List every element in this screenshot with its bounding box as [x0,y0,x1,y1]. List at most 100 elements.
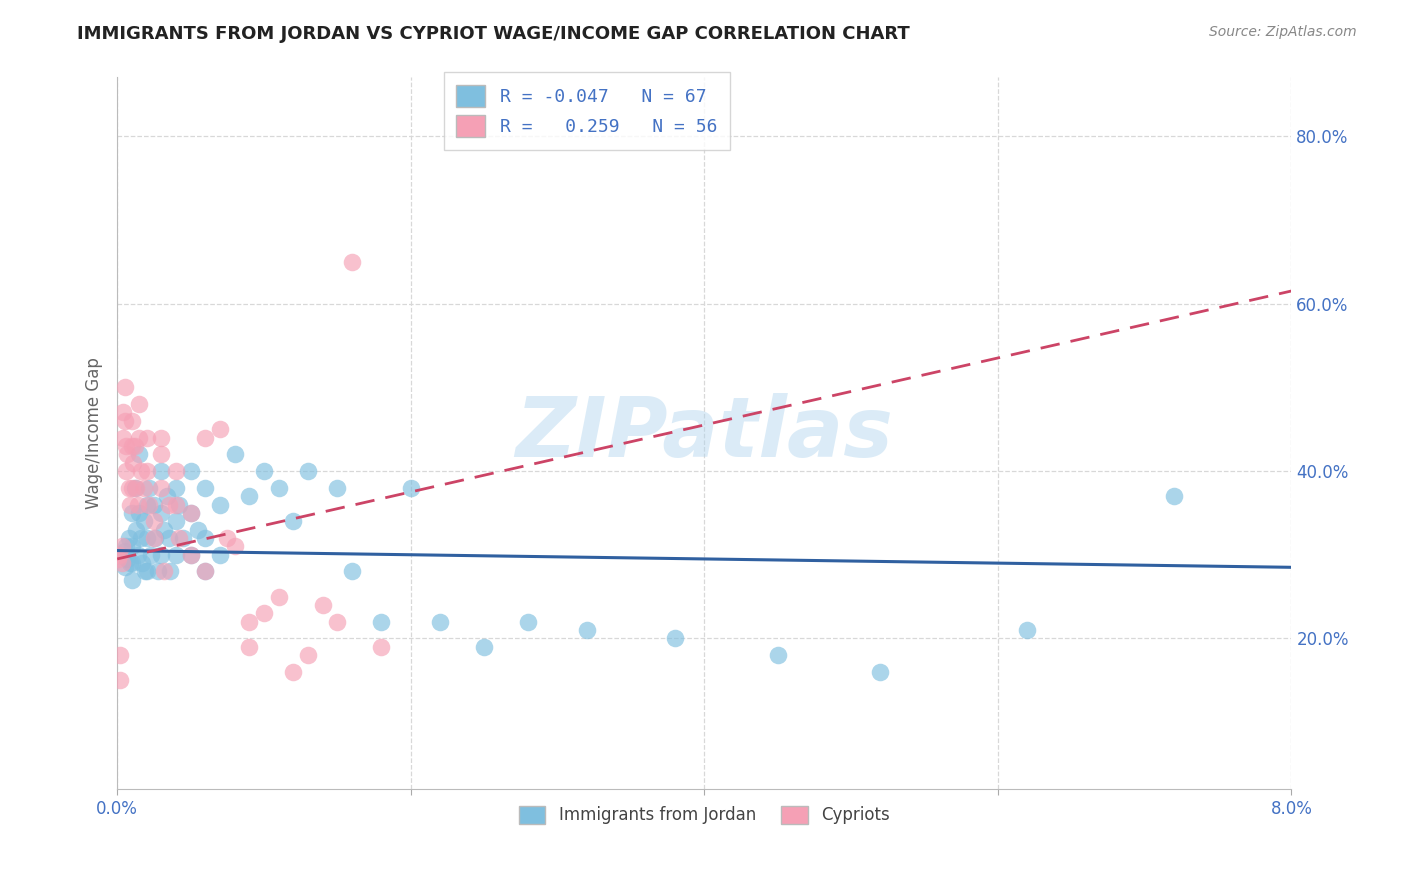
Point [165,498,187,512]
Point [340,254,363,268]
Point [117,447,139,461]
Point [117,552,139,566]
Point [128,430,150,444]
Point [121,439,143,453]
Point [159,565,181,579]
Point [121,556,143,570]
Point [217,531,239,545]
Point [167,531,190,545]
Point [172,531,194,545]
Point [121,573,143,587]
Point [370,640,392,654]
Point [194,531,217,545]
Text: Source: ZipAtlas.com: Source: ZipAtlas.com [1209,25,1357,39]
Point [253,607,276,621]
Point [150,430,173,444]
Point [120,556,142,570]
Point [121,506,143,520]
Point [165,548,187,562]
Point [429,615,451,629]
Point [132,514,155,528]
Point [165,514,187,528]
Point [122,456,145,470]
Point [253,464,276,478]
Point [118,481,141,495]
Point [208,548,231,562]
Point [125,523,148,537]
Legend: Immigrants from Jordan, Cypriots: Immigrants from Jordan, Cypriots [509,796,900,834]
Point [142,498,165,512]
Point [208,498,231,512]
Point [194,565,217,579]
Point [472,640,495,654]
Point [157,531,180,545]
Point [112,405,135,419]
Point [124,481,146,495]
Point [135,464,157,478]
Point [143,531,166,545]
Point [297,464,319,478]
Point [194,430,217,444]
Point [267,590,290,604]
Point [150,464,173,478]
Point [326,481,349,495]
Point [238,489,260,503]
Point [138,481,160,495]
Point [326,615,349,629]
Point [1017,623,1039,637]
Point [150,506,173,520]
Point [156,489,179,503]
Point [165,464,187,478]
Point [150,447,173,461]
Point [148,565,170,579]
Point [575,623,598,637]
Point [167,498,190,512]
Point [114,414,136,428]
Point [283,665,305,679]
Point [267,481,290,495]
Point [121,414,143,428]
Point [124,439,146,453]
Point [125,481,148,495]
Point [121,481,143,495]
Point [869,665,891,679]
Point [165,481,187,495]
Point [115,540,138,554]
Point [134,565,156,579]
Point [114,543,136,558]
Point [224,540,246,554]
Point [129,464,152,478]
Point [128,447,150,461]
Point [238,615,260,629]
Point [115,439,138,453]
Point [138,498,160,512]
Point [127,498,149,512]
Point [153,565,176,579]
Point [180,548,202,562]
Point [180,506,202,520]
Point [153,523,176,537]
Point [107,548,129,562]
Point [180,464,202,478]
Point [110,556,132,570]
Point [238,640,260,654]
Point [340,565,363,579]
Point [224,447,246,461]
Point [208,422,231,436]
Point [112,430,135,444]
Point [142,514,165,528]
Point [129,531,152,545]
Point [1163,489,1185,503]
Point [128,397,150,411]
Point [399,481,422,495]
Point [114,380,136,394]
Point [135,430,157,444]
Point [194,481,217,495]
Point [114,560,136,574]
Point [110,540,132,554]
Point [128,506,150,520]
Point [187,523,209,537]
Point [127,548,149,562]
Point [157,498,180,512]
Point [312,598,335,612]
